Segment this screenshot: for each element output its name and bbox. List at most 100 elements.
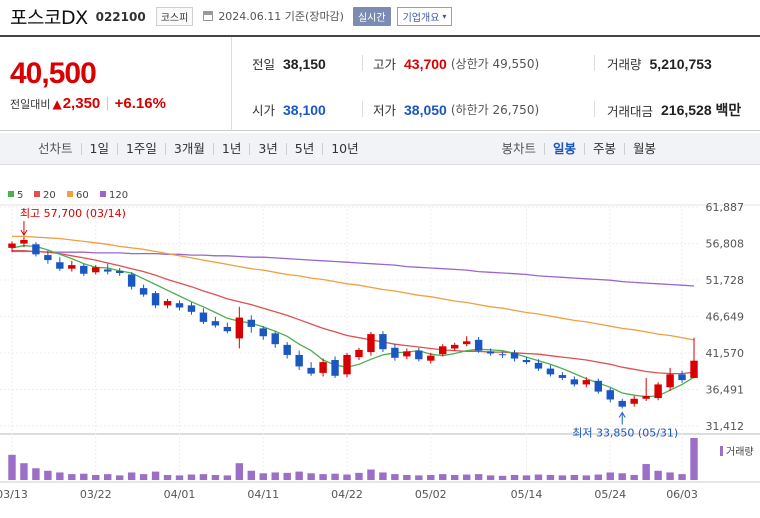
volume-bar bbox=[175, 475, 184, 480]
candle-body bbox=[570, 379, 579, 385]
date-info: 2024.06.11 기준(장마감) bbox=[203, 8, 344, 24]
legend-label: 5 bbox=[17, 190, 23, 201]
line-chart-label: 선차트 bbox=[38, 140, 73, 156]
candle-body bbox=[187, 305, 196, 312]
prev-close-value: 38,150 bbox=[283, 55, 326, 72]
y-tick-label: 51,728 bbox=[706, 274, 745, 287]
candle-body bbox=[92, 267, 100, 273]
ma5-line bbox=[11, 245, 695, 398]
candle-body bbox=[139, 288, 148, 295]
ma60-line bbox=[12, 235, 695, 341]
legend-swatch bbox=[67, 191, 73, 197]
candle-body bbox=[594, 380, 603, 392]
volume-bar bbox=[379, 472, 387, 480]
volume-bar bbox=[439, 474, 447, 480]
candle-body bbox=[498, 354, 507, 356]
volume-bar bbox=[163, 474, 172, 480]
divider bbox=[594, 55, 595, 71]
candle-body bbox=[331, 359, 339, 376]
period-1w[interactable]: 1주일 bbox=[116, 142, 165, 155]
candle-body bbox=[80, 265, 88, 274]
period-1d[interactable]: 1일 bbox=[80, 142, 117, 155]
corp-info-dropdown[interactable]: 기업개요 ▾ bbox=[396, 6, 453, 26]
candle-body bbox=[546, 368, 555, 375]
volume-bar bbox=[642, 464, 650, 480]
legend-swatch bbox=[34, 191, 40, 197]
candle-body bbox=[403, 351, 411, 357]
volume-bar bbox=[235, 463, 244, 480]
quote-summary: 40,500 전일대비 ▲ 2,350 | +6.16% 전일 38,150 고… bbox=[0, 35, 760, 131]
volume-bar bbox=[68, 474, 76, 480]
low-annotation: 최저 33,850 (05/31) bbox=[572, 426, 678, 439]
volume-legend-swatch bbox=[720, 446, 723, 456]
candle-monthly[interactable]: 월봉 bbox=[623, 142, 664, 155]
stock-code: 022100 bbox=[95, 10, 146, 24]
candle-body bbox=[582, 380, 591, 385]
market-badge: 코스피 bbox=[155, 6, 194, 26]
chevron-down-icon: ▾ bbox=[442, 11, 447, 21]
candle-daily[interactable]: 일봉 bbox=[543, 142, 584, 155]
divider: | bbox=[105, 96, 110, 111]
volume-bar bbox=[8, 454, 16, 480]
volume-bar bbox=[486, 475, 495, 480]
volume-bar bbox=[343, 474, 351, 480]
stock-chart: 61,887 56,808 51,728 46,649 41,570 36,491 31,4… bbox=[0, 180, 760, 514]
volume-bar bbox=[618, 473, 626, 480]
period-10y[interactable]: 10년 bbox=[322, 142, 366, 155]
volume-bar bbox=[295, 471, 303, 480]
period-5y[interactable]: 5년 bbox=[285, 142, 322, 155]
candle-body bbox=[259, 328, 267, 337]
volume-bar bbox=[570, 474, 579, 480]
volume-bar bbox=[211, 474, 220, 480]
candle-chart-label: 봉차트 bbox=[501, 140, 536, 156]
realtime-button[interactable]: 실시간 bbox=[352, 6, 391, 26]
candle-body bbox=[654, 384, 662, 399]
candle-body bbox=[44, 255, 52, 261]
volume-bar bbox=[474, 474, 483, 480]
high-label: 고가 bbox=[373, 57, 397, 72]
change-rate: +6.16% bbox=[114, 95, 166, 112]
volume-bar bbox=[283, 472, 291, 480]
candle-body bbox=[115, 270, 124, 274]
volume-bar bbox=[450, 474, 459, 480]
legend-label: 60 bbox=[76, 190, 89, 201]
up-arrow-icon: ▲ bbox=[52, 96, 62, 111]
volume-bar bbox=[223, 475, 232, 480]
period-1y[interactable]: 1년 bbox=[212, 142, 249, 155]
x-tick-label: 05/14 bbox=[511, 488, 543, 501]
candle-body bbox=[427, 355, 435, 361]
y-tick-label: 56,808 bbox=[706, 237, 745, 250]
candle-body bbox=[319, 362, 327, 373]
current-price: 40,500 bbox=[10, 57, 97, 90]
upper-limit-note: (상한가 49,550) bbox=[450, 57, 540, 71]
candle-body bbox=[534, 362, 543, 369]
period-3m[interactable]: 3개월 bbox=[164, 142, 213, 155]
candle-body bbox=[199, 312, 208, 322]
high-value: 43,700 bbox=[404, 55, 447, 72]
period-3y[interactable]: 3년 bbox=[249, 142, 285, 155]
volume-label: 거래량 bbox=[607, 57, 642, 72]
x-tick-label: 06/03 bbox=[666, 488, 698, 501]
low-price: 저가 38,050 (하한가 26,750) bbox=[373, 100, 539, 119]
candle-weekly[interactable]: 주봉 bbox=[583, 142, 624, 155]
volume-bar bbox=[271, 472, 279, 480]
candle-body bbox=[247, 319, 256, 327]
candle-body bbox=[295, 354, 303, 367]
volume-bar bbox=[127, 472, 136, 480]
amount-value: 216,528 백만 bbox=[661, 102, 742, 118]
volume-bar bbox=[546, 474, 555, 480]
y-tick-label: 46,649 bbox=[706, 311, 745, 324]
candle-body bbox=[666, 374, 674, 388]
volume-bar bbox=[594, 474, 603, 480]
y-tick-label: 61,887 bbox=[706, 201, 745, 214]
volume-bar bbox=[534, 474, 543, 480]
candle-body bbox=[343, 354, 351, 375]
candle-body bbox=[522, 359, 531, 363]
candle-body bbox=[618, 400, 626, 407]
volume-bar bbox=[630, 474, 638, 480]
change-amount: 2,350 bbox=[62, 95, 101, 112]
candle-body bbox=[391, 347, 399, 358]
candle-body bbox=[271, 333, 279, 345]
open-value: 38,100 bbox=[283, 101, 326, 118]
volume-bar bbox=[606, 472, 614, 480]
